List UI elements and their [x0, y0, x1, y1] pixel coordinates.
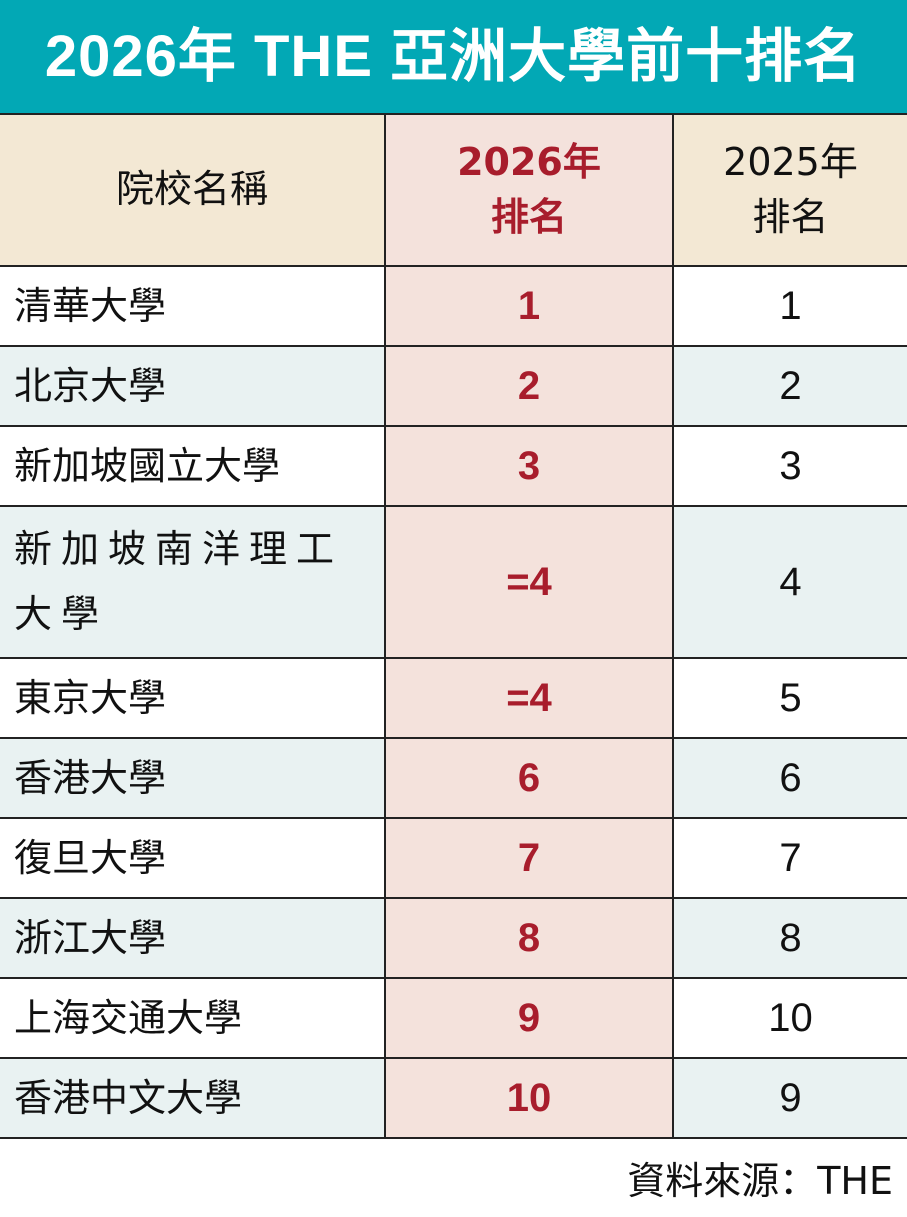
rank-2025: 1 [672, 265, 907, 347]
table-row: 東京大學 =4 5 [0, 657, 907, 739]
rank-2026: 3 [384, 425, 674, 507]
rank-2025: 10 [672, 977, 907, 1059]
rank-2026: =4 [384, 505, 674, 659]
rank-2026: 10 [384, 1057, 674, 1139]
institution-name: 新加坡國立大學 [0, 425, 386, 507]
header-2026-line2: 排名 [490, 195, 567, 239]
table-row: 復旦大學 7 7 [0, 817, 907, 899]
table-row: 清華大學 1 1 [0, 265, 907, 347]
rank-2025: 9 [672, 1057, 907, 1139]
rank-2026: 1 [384, 265, 674, 347]
page-title: 2026年 THE 亞洲大學前十排名 [0, 0, 907, 113]
rank-2025: 7 [672, 817, 907, 899]
table-row: 香港大學 6 6 [0, 737, 907, 819]
institution-name: 浙江大學 [0, 897, 386, 979]
header-row: 院校名稱 2026年排名 2025年排名 [0, 113, 907, 267]
table-row: 香港中文大學 10 9 [0, 1057, 907, 1139]
rank-2026: 8 [384, 897, 674, 979]
rank-2026: 2 [384, 345, 674, 427]
rank-2025: 2 [672, 345, 907, 427]
header-2026-line1: 2026年 [457, 139, 601, 184]
table-row: 北京大學 2 2 [0, 345, 907, 427]
institution-name: 香港中文大學 [0, 1057, 386, 1139]
table-row: 新加坡國立大學 3 3 [0, 425, 907, 507]
institution-name: 復旦大學 [0, 817, 386, 899]
rank-2026: 7 [384, 817, 674, 899]
rank-2025: 3 [672, 425, 907, 507]
header-institution-label: 院校名稱 [115, 167, 268, 212]
table-row: 浙江大學 8 8 [0, 897, 907, 979]
rank-2025: 8 [672, 897, 907, 979]
header-2025-line2: 排名 [752, 195, 829, 239]
header-rank-2026: 2026年排名 [384, 113, 674, 267]
institution-name: 香港大學 [0, 737, 386, 819]
institution-name: 東京大學 [0, 657, 386, 739]
rank-2025: 4 [672, 505, 907, 659]
rank-2025: 5 [672, 657, 907, 739]
rank-2026: =4 [384, 657, 674, 739]
institution-name: 新加坡南洋理工大學 [0, 505, 386, 659]
header-institution: 院校名稱 [0, 113, 386, 267]
institution-name: 清華大學 [0, 265, 386, 347]
table-row: 新加坡南洋理工大學 =4 4 [0, 505, 907, 659]
institution-name: 上海交通大學 [0, 977, 386, 1059]
table-row: 上海交通大學 9 10 [0, 977, 907, 1059]
ranking-table: 院校名稱 2026年 排名 2025年 排名 清華大學 1 1 北京大學 2 2 新加坡國立大學… [0, 113, 907, 1139]
header-rank-2025: 2025年排名 [672, 113, 907, 267]
rank-2026: 6 [384, 737, 674, 819]
institution-name: 北京大學 [0, 345, 386, 427]
source-note: 資料來源：THE [627, 1159, 893, 1203]
rank-2025: 6 [672, 737, 907, 819]
header-2025-line1: 2025年 [723, 139, 858, 184]
rank-2026: 9 [384, 977, 674, 1059]
